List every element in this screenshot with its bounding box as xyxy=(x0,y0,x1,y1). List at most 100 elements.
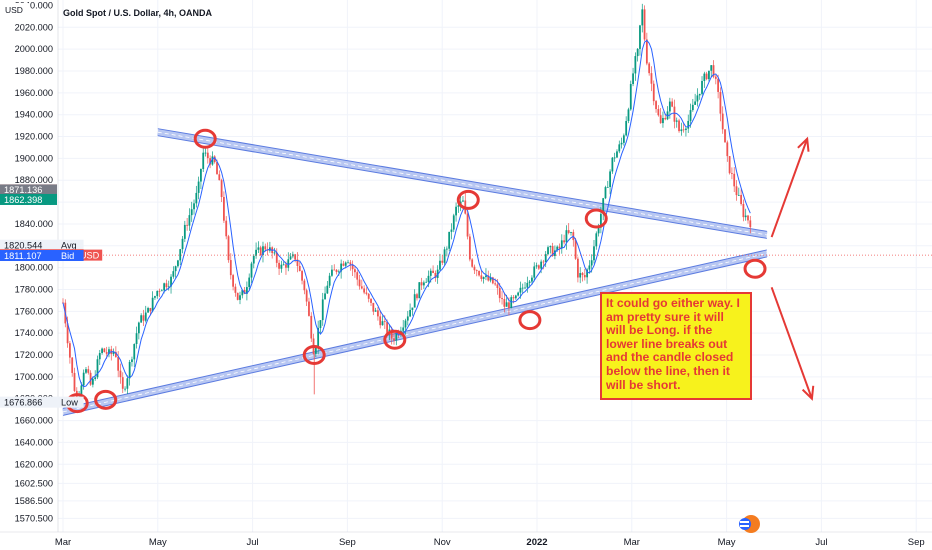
price-label-tag: Low xyxy=(61,397,78,407)
candles xyxy=(62,3,752,408)
candle-body xyxy=(354,269,356,273)
candle-body xyxy=(457,205,460,207)
currency-badge[interactable] xyxy=(2,3,30,16)
candle-body xyxy=(737,194,740,196)
candle-body xyxy=(728,156,731,174)
price-tick-label: 1700.000 xyxy=(15,372,53,382)
candle-body xyxy=(521,287,524,289)
price-tick-label: 1900.000 xyxy=(15,153,53,163)
candle-body xyxy=(519,287,522,293)
candle-body xyxy=(425,281,428,283)
circle-markers xyxy=(65,128,767,414)
candle-body xyxy=(204,152,207,154)
price-axis[interactable]: 1570.500 1586.500 1602.500 1620.000 1640.000… xyxy=(0,0,59,550)
candle-body xyxy=(666,111,669,120)
candle-body xyxy=(618,144,621,152)
candle-body xyxy=(565,230,568,243)
candle-body xyxy=(108,349,110,354)
price-label-box xyxy=(0,184,57,196)
candle-body xyxy=(487,275,490,281)
candle-body xyxy=(135,333,138,345)
candle-body xyxy=(328,275,331,286)
candle-body xyxy=(664,117,667,120)
candle-body xyxy=(473,266,476,271)
candle-body xyxy=(245,287,248,294)
price-tick-label: 1740.000 xyxy=(15,328,53,338)
candle-body xyxy=(429,270,432,276)
circle-marker xyxy=(456,189,480,210)
circle-marker xyxy=(518,310,542,331)
candle-body xyxy=(227,236,230,261)
candle-body xyxy=(223,197,225,221)
candle-body xyxy=(393,338,395,341)
candle-body xyxy=(441,260,444,263)
candle-body xyxy=(282,264,285,266)
price-tick-label: 1780.000 xyxy=(15,284,53,294)
candle-body xyxy=(183,224,186,239)
price-tick-label: 1620.000 xyxy=(15,459,53,469)
candle-body xyxy=(436,269,439,278)
candle-body xyxy=(480,275,483,279)
candle-body xyxy=(351,264,354,270)
candle-body xyxy=(641,9,644,26)
candle-body xyxy=(671,101,674,107)
price-label-value: 1676.866 xyxy=(4,397,42,407)
candle-body xyxy=(144,312,147,321)
candle-body xyxy=(652,83,655,102)
candle-body xyxy=(657,109,660,116)
candle-body xyxy=(386,321,389,334)
circle-marker xyxy=(743,258,767,279)
chart-title: Gold Spot / U.S. Dollar, 4h, OANDA xyxy=(63,8,213,18)
candle-body xyxy=(717,78,720,92)
candle-body xyxy=(137,322,140,334)
chart-grid xyxy=(58,0,932,532)
circle-marker xyxy=(584,208,608,229)
candle-body xyxy=(443,249,446,263)
candle-body xyxy=(599,213,602,228)
candle-body xyxy=(225,220,228,237)
candle-body xyxy=(611,157,614,172)
candle-body xyxy=(112,351,115,355)
candle-body xyxy=(377,310,379,317)
candle-body xyxy=(526,282,529,288)
candle-body xyxy=(147,308,149,313)
candle-body xyxy=(273,252,276,254)
candle-body xyxy=(85,369,87,373)
candle-body xyxy=(324,293,326,300)
price-tick-label: 1570.500 xyxy=(15,513,53,523)
upper-trendline-center xyxy=(157,131,767,236)
candle-body xyxy=(131,359,133,362)
candle-body xyxy=(259,247,262,256)
candle-body xyxy=(285,264,287,268)
candle-body xyxy=(314,347,317,354)
candle-body xyxy=(418,282,421,299)
candle-body xyxy=(468,236,471,260)
candle-body xyxy=(629,84,632,110)
candle-body xyxy=(105,352,108,354)
candle-body xyxy=(742,203,745,218)
candle-body xyxy=(181,238,184,250)
candle-body xyxy=(636,48,639,57)
candle-body xyxy=(595,233,598,247)
price-label-tag-box xyxy=(57,239,84,251)
candle-body xyxy=(452,215,455,230)
candle-body xyxy=(404,320,407,328)
candle-body xyxy=(358,279,361,287)
candle-body xyxy=(471,259,474,267)
candle-body xyxy=(370,298,372,303)
candle-body xyxy=(402,327,405,331)
upper-trendline-edge xyxy=(157,128,767,232)
candle-body xyxy=(374,310,377,312)
direction-arrows xyxy=(770,136,815,401)
time-axis[interactable]: Mar May Jul Sep Nov 2022 Mar May Jul Sep xyxy=(0,531,932,548)
candle-body xyxy=(613,157,616,159)
candle-body xyxy=(643,9,646,40)
candle-body xyxy=(234,286,237,293)
price-label-tag: Bid xyxy=(61,251,74,261)
candle-body xyxy=(609,171,611,188)
circle-marker xyxy=(302,345,326,366)
candle-body xyxy=(639,25,641,49)
candle-body xyxy=(733,173,736,187)
candle-body xyxy=(305,290,308,302)
